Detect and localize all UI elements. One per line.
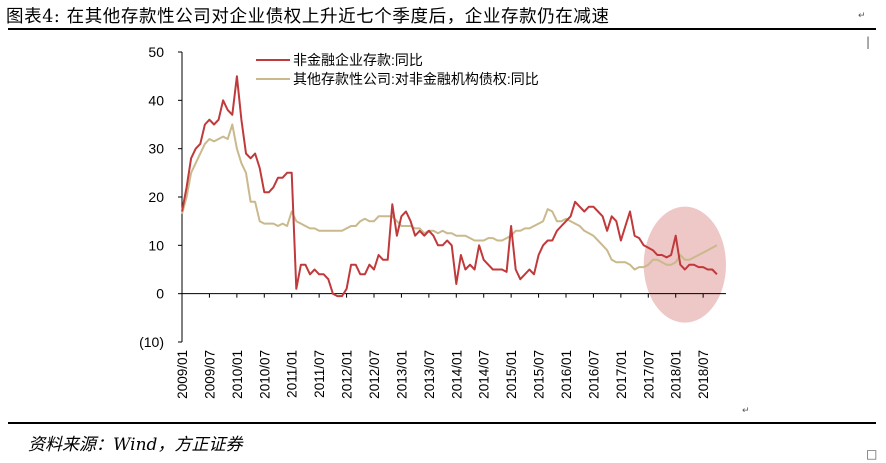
x-tick-label: 2010/07 <box>257 350 272 399</box>
series-line-deposits <box>181 75 718 298</box>
x-tick-label: 2011/07 <box>312 350 327 398</box>
x-tick-label: 2009/07 <box>202 350 217 399</box>
x-tick-label: 2016/07 <box>586 350 601 399</box>
paragraph-mark-icon: ↵ <box>858 11 866 21</box>
bottom-rule <box>8 422 876 424</box>
cursor-mark-icon: | <box>866 35 871 49</box>
y-tick-label: 20 <box>148 189 164 205</box>
x-tick-label: 2015/01 <box>504 350 519 399</box>
x-tick-label: 2012/01 <box>340 350 355 399</box>
source-note: 资料来源：Wind，方正证券 <box>28 435 243 455</box>
x-tick-label: 2015/07 <box>532 350 547 399</box>
x-tick-label: 2016/01 <box>559 350 574 399</box>
x-tick-label: 2018/01 <box>669 350 684 399</box>
y-tick-label: (10) <box>139 334 164 350</box>
x-tick-label: 2013/01 <box>394 350 409 399</box>
x-tick-label: 2017/07 <box>641 350 656 399</box>
y-tick-label: 0 <box>156 286 164 302</box>
x-tick-label: 2011/01 <box>285 350 300 398</box>
legend-label: 其他存款性公司:对非金融机构债权:同比 <box>293 71 539 87</box>
x-tick-label: 2014/01 <box>449 350 464 399</box>
highlight-ellipse <box>643 206 726 323</box>
x-tick-label: 2014/07 <box>477 350 492 399</box>
x-tick-label: 2009/01 <box>175 350 190 399</box>
x-tick-label: 2012/07 <box>367 350 382 399</box>
legend-label: 非金融企业存款:同比 <box>293 52 423 68</box>
x-tick-label: 2013/07 <box>422 350 437 399</box>
figure-title: 图表4: 在其他存款性公司对企业债权上升近七个季度后，企业存款仍在减速 <box>6 7 610 27</box>
y-tick-label: 50 <box>148 44 164 60</box>
x-tick-label: 2018/07 <box>696 350 711 399</box>
paragraph-mark-icon: ↵ <box>742 406 750 416</box>
x-tick-label: 2010/01 <box>230 350 245 399</box>
top-rule <box>8 28 876 30</box>
corner-box-icon: □ <box>866 447 878 461</box>
y-tick-label: 40 <box>148 92 164 108</box>
series-line-claims <box>181 123 718 271</box>
y-tick-label: 30 <box>148 141 164 157</box>
y-tick-label: 10 <box>148 237 164 253</box>
x-tick-label: 2017/01 <box>614 350 629 399</box>
